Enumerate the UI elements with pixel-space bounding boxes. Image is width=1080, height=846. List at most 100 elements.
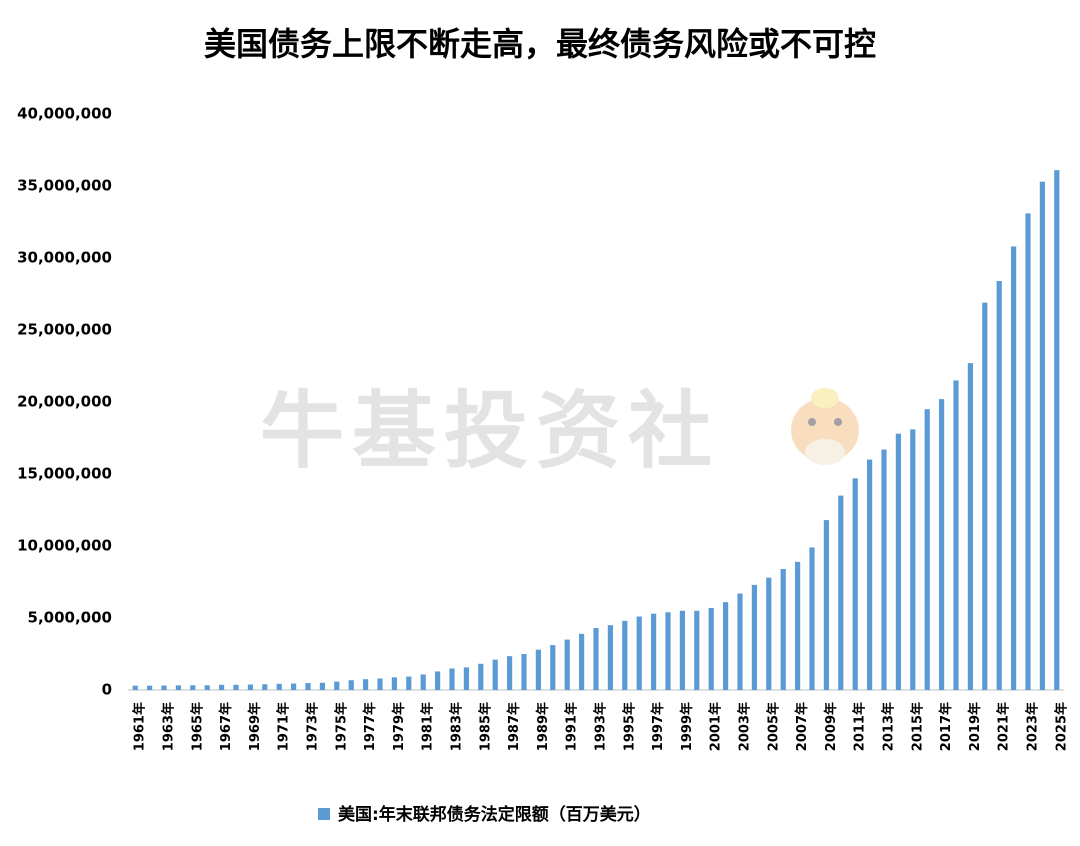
bar [161,685,167,690]
bar [463,667,469,690]
bar [435,671,441,690]
x-tick-label: 2017年 [938,702,954,751]
x-tick-label: 1977年 [362,702,378,751]
bar [1025,213,1031,691]
bar [420,674,426,690]
x-tick-label: 1973年 [305,702,321,751]
bar [291,683,297,690]
bar [881,449,887,690]
bar [1011,246,1017,691]
bar [708,607,714,690]
x-tick-label: 1993年 [593,702,609,751]
bar [953,380,959,690]
bar [406,676,412,690]
x-tick-label: 2023年 [1025,702,1041,751]
x-tick-label: 1989年 [535,702,551,751]
bar [391,677,397,690]
bar [982,302,988,690]
bar [334,681,340,690]
x-tick-label: 2005年 [765,702,781,751]
chart-title: 美国债务上限不断走高，最终债务风险或不可控 [204,25,876,63]
bar [492,659,498,690]
y-tick-label: 5,000,000 [28,609,112,627]
bar [521,654,527,690]
x-tick-label: 1985年 [477,702,493,751]
bar [276,683,282,690]
watermark: 牛基投资社 [260,382,720,480]
bar [694,610,700,690]
bar [262,684,268,690]
bar [766,577,772,690]
y-tick-label: 30,000,000 [17,249,112,267]
bar [175,685,181,690]
x-tick-label: 1963年 [161,702,177,751]
bar [852,478,858,690]
x-tick-label: 1995年 [621,702,637,751]
bar [795,561,801,690]
bar [665,612,671,690]
x-tick-label: 2019年 [967,702,983,751]
x-tick-label: 2011年 [852,702,868,751]
legend-swatch [318,808,330,820]
x-tick-label: 1971年 [276,702,292,751]
x-tick-label: 1981年 [420,702,436,751]
bar [838,495,844,690]
y-tick-label: 0 [102,681,112,699]
bar [607,625,613,690]
bar [1039,181,1045,690]
x-tick-label: 1969年 [247,702,263,751]
bar [550,645,556,690]
y-tick-label: 35,000,000 [17,177,112,195]
x-tick-label: 1965年 [189,702,205,751]
bar [247,684,253,690]
bar [535,649,541,690]
y-tick-label: 20,000,000 [17,393,112,411]
x-tick-label: 1999年 [679,702,695,751]
x-tick-label: 1991年 [564,702,580,751]
x-tick-label: 1975年 [333,702,349,751]
bar [1054,170,1060,690]
bar [967,363,973,690]
bar [939,399,945,690]
legend-label: 美国:年末联邦债务法定限额（百万美元） [338,804,651,825]
bar [132,685,138,690]
bar [723,602,729,690]
bar [579,633,585,690]
x-tick-label: 2007年 [794,702,810,751]
bar [679,610,685,690]
bar [305,683,311,690]
bar [737,593,743,690]
x-tick-label: 2003年 [737,702,753,751]
bar [809,547,815,690]
x-tick-label: 1961年 [132,702,148,751]
bar [780,569,786,690]
bar [507,656,513,690]
bar [219,684,225,690]
x-tick-label: 1979年 [391,702,407,751]
y-tick-label: 25,000,000 [17,321,112,339]
x-tick-label: 1987年 [506,702,522,751]
y-tick-label: 40,000,000 [17,105,112,123]
bar [924,409,930,690]
bar [564,639,570,690]
y-tick-label: 10,000,000 [17,537,112,555]
bar [190,685,196,690]
x-tick-label: 2013年 [881,702,897,751]
x-tick-label: 2021年 [996,702,1012,751]
bar [147,685,153,690]
x-tick-label: 2001年 [708,702,724,751]
x-tick-label: 2015年 [909,702,925,751]
bar [996,281,1002,690]
bar [636,616,642,690]
x-tick-label: 1967年 [218,702,234,751]
bar [348,680,354,690]
bar [319,682,325,690]
bar [867,459,873,690]
y-tick-label: 15,000,000 [17,465,112,483]
bar [751,584,757,690]
bar [593,628,599,690]
bar [204,685,210,690]
bar [233,684,239,690]
watermark-icon [791,388,859,465]
